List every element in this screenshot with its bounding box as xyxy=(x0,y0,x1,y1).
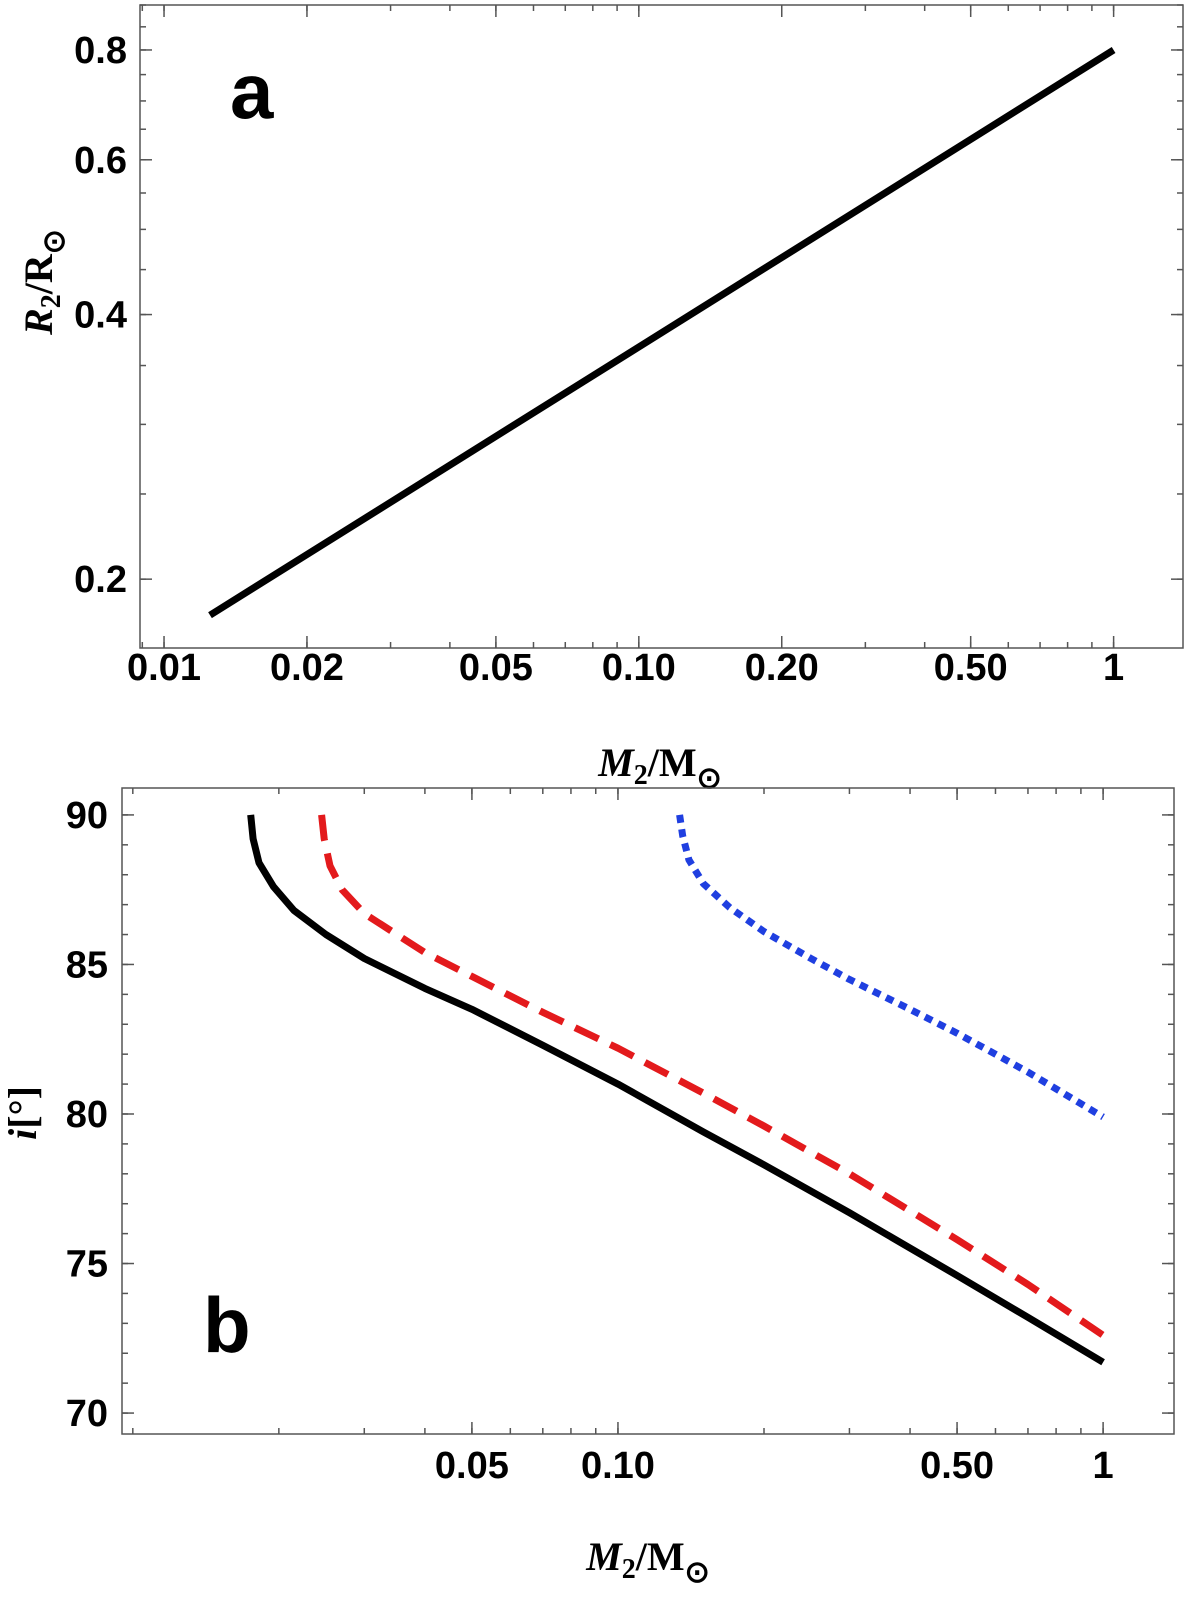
panel-a-x-axis-label: M2/M⊙ xyxy=(597,740,722,795)
panel-a-y-axis-label-sub: 2 xyxy=(36,294,67,308)
panel-b-y-tick-label: 85 xyxy=(66,944,108,986)
panel-b-x-axis-label-rest-sub: ⊙ xyxy=(685,1556,710,1589)
panel-a-y-tick-label: 0.8 xyxy=(74,30,127,72)
panel-b-x-axis-label-sub: 2 xyxy=(622,1554,636,1585)
panel-b-y-tick-label: 75 xyxy=(66,1244,108,1286)
panel-a-y-axis-label-main: R xyxy=(16,308,61,336)
panel-a-y-axis-label: R2/R⊙ xyxy=(16,229,71,336)
panel-a-x-tick-label: 0.01 xyxy=(127,647,201,689)
panel-b-x-tick-label: 0.10 xyxy=(581,1445,655,1487)
panel-b-y-tick-label: 90 xyxy=(66,795,108,837)
panel-a-ticks xyxy=(140,4,1183,648)
panel-b-y-tick-label: 70 xyxy=(66,1393,108,1435)
panel-b-x-axis-label: M2/M⊙ xyxy=(585,1534,710,1589)
panel-a-x-axis-label-rest-sub: ⊙ xyxy=(697,762,722,795)
panel-b-x-tick-labels: 0.05 0.10 0.50 1 xyxy=(435,1445,1114,1487)
panel-a-x-axis-label-sub: 2 xyxy=(634,760,648,791)
panel-b-series-line-dashed xyxy=(318,814,1106,1339)
panel-a-x-tick-label: 0.20 xyxy=(745,647,819,689)
panel-a-series-line-solid xyxy=(208,47,1116,619)
panel-a-plot-frame xyxy=(139,4,1184,649)
panel-a-y-axis-label-rest: /R xyxy=(16,253,61,295)
panel-a-letter: a xyxy=(230,47,274,135)
panel-a-x-tick-label: 1 xyxy=(1103,647,1124,689)
panel-a-x-tick-labels: 0.01 0.02 0.05 0.10 0.20 0.50 1 xyxy=(127,647,1124,689)
panel-a-x-tick-label: 0.02 xyxy=(270,647,344,689)
panel-a-x-tick-label: 0.05 xyxy=(459,647,533,689)
panel-b-x-axis-label-rest: /M xyxy=(635,1534,685,1579)
panel-a-series-group xyxy=(208,47,1116,619)
panel-b-series-line-dotted xyxy=(676,814,1105,1121)
panel-b-y-axis-label-rest: [°] xyxy=(0,1086,45,1129)
panel-b-y-tick-label: 80 xyxy=(66,1094,108,1136)
panel-a-y-axis-label-rest-sub: ⊙ xyxy=(38,229,71,254)
panel-b-plot-frame xyxy=(121,787,1175,1435)
panel-a-y-tick-label: 0.4 xyxy=(74,295,127,337)
panel-b-ticks xyxy=(122,788,1174,1434)
panel-a-y-tick-label: 0.6 xyxy=(74,140,127,182)
panel-a-x-axis-label-main: M xyxy=(597,740,635,785)
panel-a-x-axis-label-rest: /M xyxy=(647,740,697,785)
panel-b-y-tick-labels: 70 75 80 85 90 xyxy=(66,795,108,1435)
panel-b-x-tick-label: 0.05 xyxy=(435,1445,509,1487)
panel-b-x-tick-label: 1 xyxy=(1093,1445,1114,1487)
panel-b-series-line-solid xyxy=(247,814,1105,1366)
panel-b-y-axis-label-main: i xyxy=(0,1129,45,1140)
panel-a-chart: 0.01 0.02 0.05 0.10 0.20 0.50 1 0.2 0.4 0.6 0.8 a… xyxy=(16,4,1184,795)
panel-b-x-axis-label-main: M xyxy=(585,1534,623,1579)
panel-a-x-tick-label: 0.10 xyxy=(602,647,676,689)
panel-a-y-tick-label: 0.2 xyxy=(74,559,127,601)
panel-b-letter: b xyxy=(203,1281,251,1369)
panel-a-y-tick-labels: 0.2 0.4 0.6 0.8 xyxy=(74,30,127,601)
panel-a-x-tick-label: 0.50 xyxy=(934,647,1008,689)
panel-b-series-group xyxy=(247,814,1106,1366)
panel-b-y-axis-label: i[°] xyxy=(0,1086,45,1140)
panel-b-chart: 0.05 0.10 0.50 1 70 75 80 85 90 b M2/M⊙ i[°] xyxy=(0,787,1175,1589)
panel-b-x-tick-label: 0.50 xyxy=(920,1445,994,1487)
